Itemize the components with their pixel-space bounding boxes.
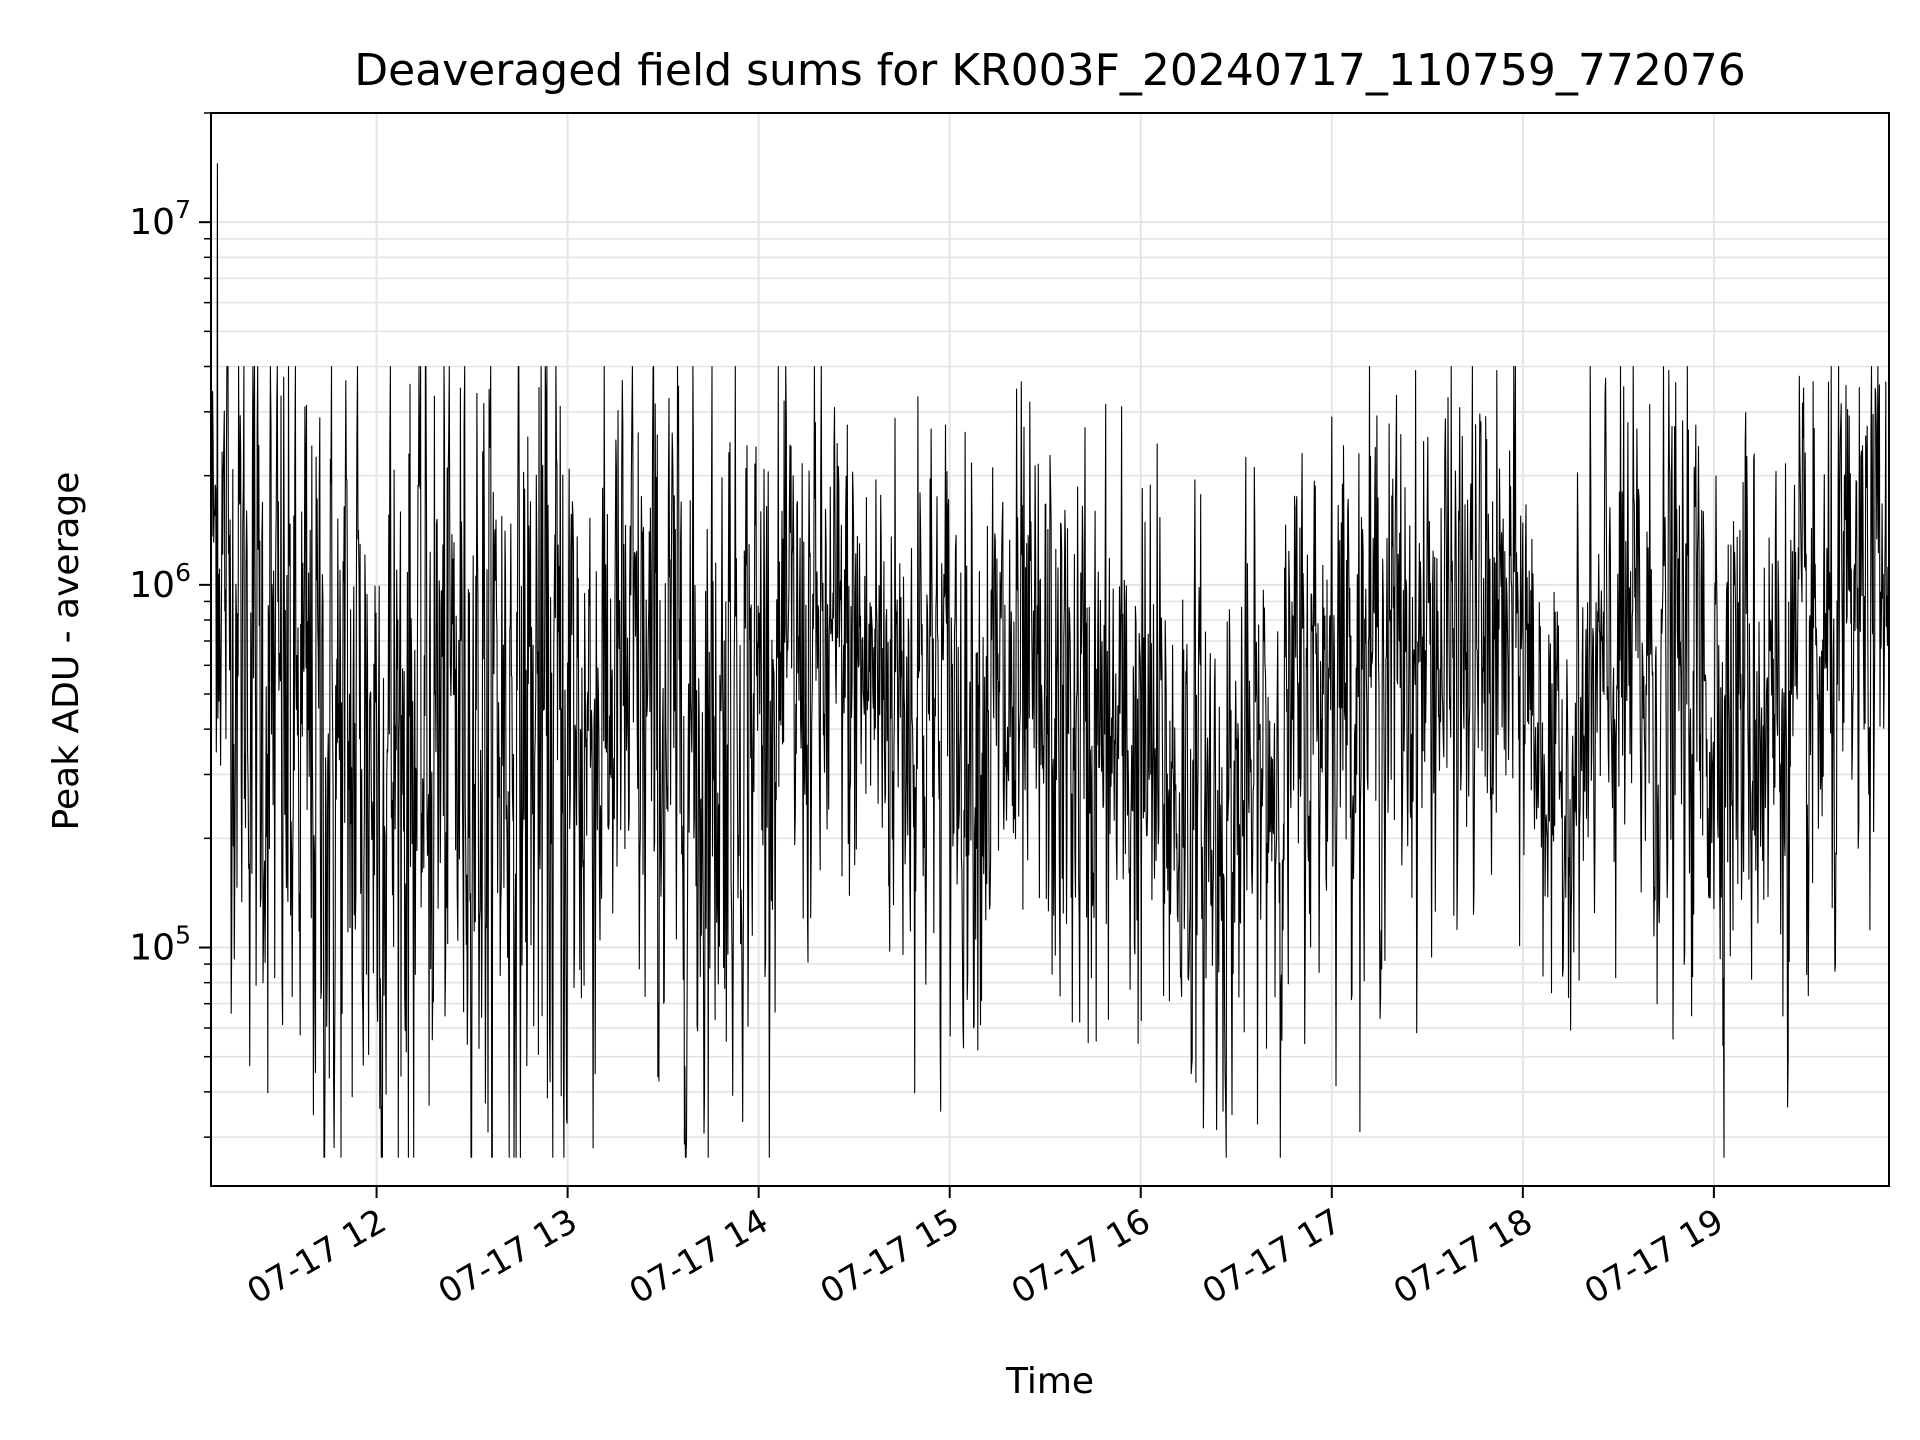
y-axis-label: Peak ADU - average [46, 472, 87, 831]
y-tick-label: 107 [129, 195, 191, 243]
x-axis-label: Time [1005, 1361, 1094, 1402]
chart-title: Deaveraged field sums for KR003F_2024071… [354, 45, 1746, 96]
y-axis: 105 106 107 [129, 112, 211, 1138]
y-tick-label: 106 [129, 558, 191, 606]
y-tick-label: 105 [129, 921, 191, 969]
series-line [210, 163, 1890, 1158]
plot-frame [210, 112, 1890, 1187]
series [210, 163, 1890, 1158]
